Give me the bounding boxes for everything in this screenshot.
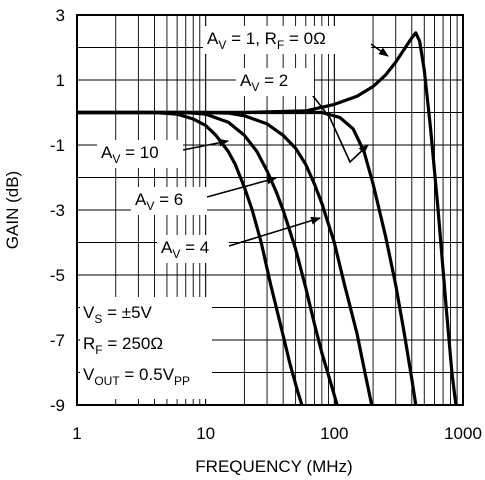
series-label-av10: AV = 10 <box>101 143 159 166</box>
x-tick-label: 100 <box>320 424 348 443</box>
series-line <box>77 110 339 405</box>
series-label-av6: AV = 6 <box>135 190 183 213</box>
conditions-background <box>80 297 212 399</box>
annotation-background <box>157 235 229 263</box>
y-tick-label: -5 <box>50 266 65 285</box>
y-tick-label: 3 <box>56 6 65 25</box>
series-annotations: AV = 1, RF = 0Ω AV = 2 AV = 10 AV = 6 AV = 4 <box>97 26 389 263</box>
y-tick-label: 1 <box>56 71 65 90</box>
annotation-background <box>131 187 207 215</box>
y-axis-label: GAIN (dB) <box>3 171 22 249</box>
series-label-av1: AV = 1, RF = 0Ω <box>207 29 326 52</box>
tick-labels: 1 10 100 1000 3 1 -1 -3 -5 -7 -9 <box>50 6 482 443</box>
plot-frame <box>76 14 464 406</box>
leader-arrow <box>228 216 321 247</box>
annotation-background <box>203 26 371 54</box>
series-label-av4: AV = 4 <box>161 238 209 261</box>
series-line <box>77 110 374 405</box>
x-tick-label: 10 <box>196 424 215 443</box>
series-line <box>77 110 304 405</box>
y-tick-label: -3 <box>50 201 65 220</box>
leader-arrow <box>182 138 229 151</box>
condition-line: VS = ±5V <box>83 303 153 326</box>
series-line <box>77 110 418 405</box>
condition-line: RF = 250Ω <box>83 334 163 357</box>
x-tick-label: 1000 <box>444 424 482 443</box>
series-line <box>77 31 458 405</box>
series-label-av2: AV = 2 <box>240 71 288 94</box>
annotation-background <box>97 140 183 168</box>
leader-arrow <box>206 176 277 198</box>
x-tick-label: 1 <box>72 424 81 443</box>
x-axis-label: FREQUENCY (MHz) <box>195 457 352 476</box>
test-conditions: VS = ±5V RF = 250Ω VOUT = 0.5VPP <box>80 297 212 399</box>
y-tick-label: -1 <box>50 136 65 155</box>
y-tick-label: -7 <box>50 331 65 350</box>
y-tick-label: -9 <box>50 396 65 415</box>
condition-line: VOUT = 0.5VPP <box>83 365 190 388</box>
leader-arrow <box>309 91 369 164</box>
gain-curves <box>77 31 458 405</box>
annotation-background <box>236 68 314 96</box>
